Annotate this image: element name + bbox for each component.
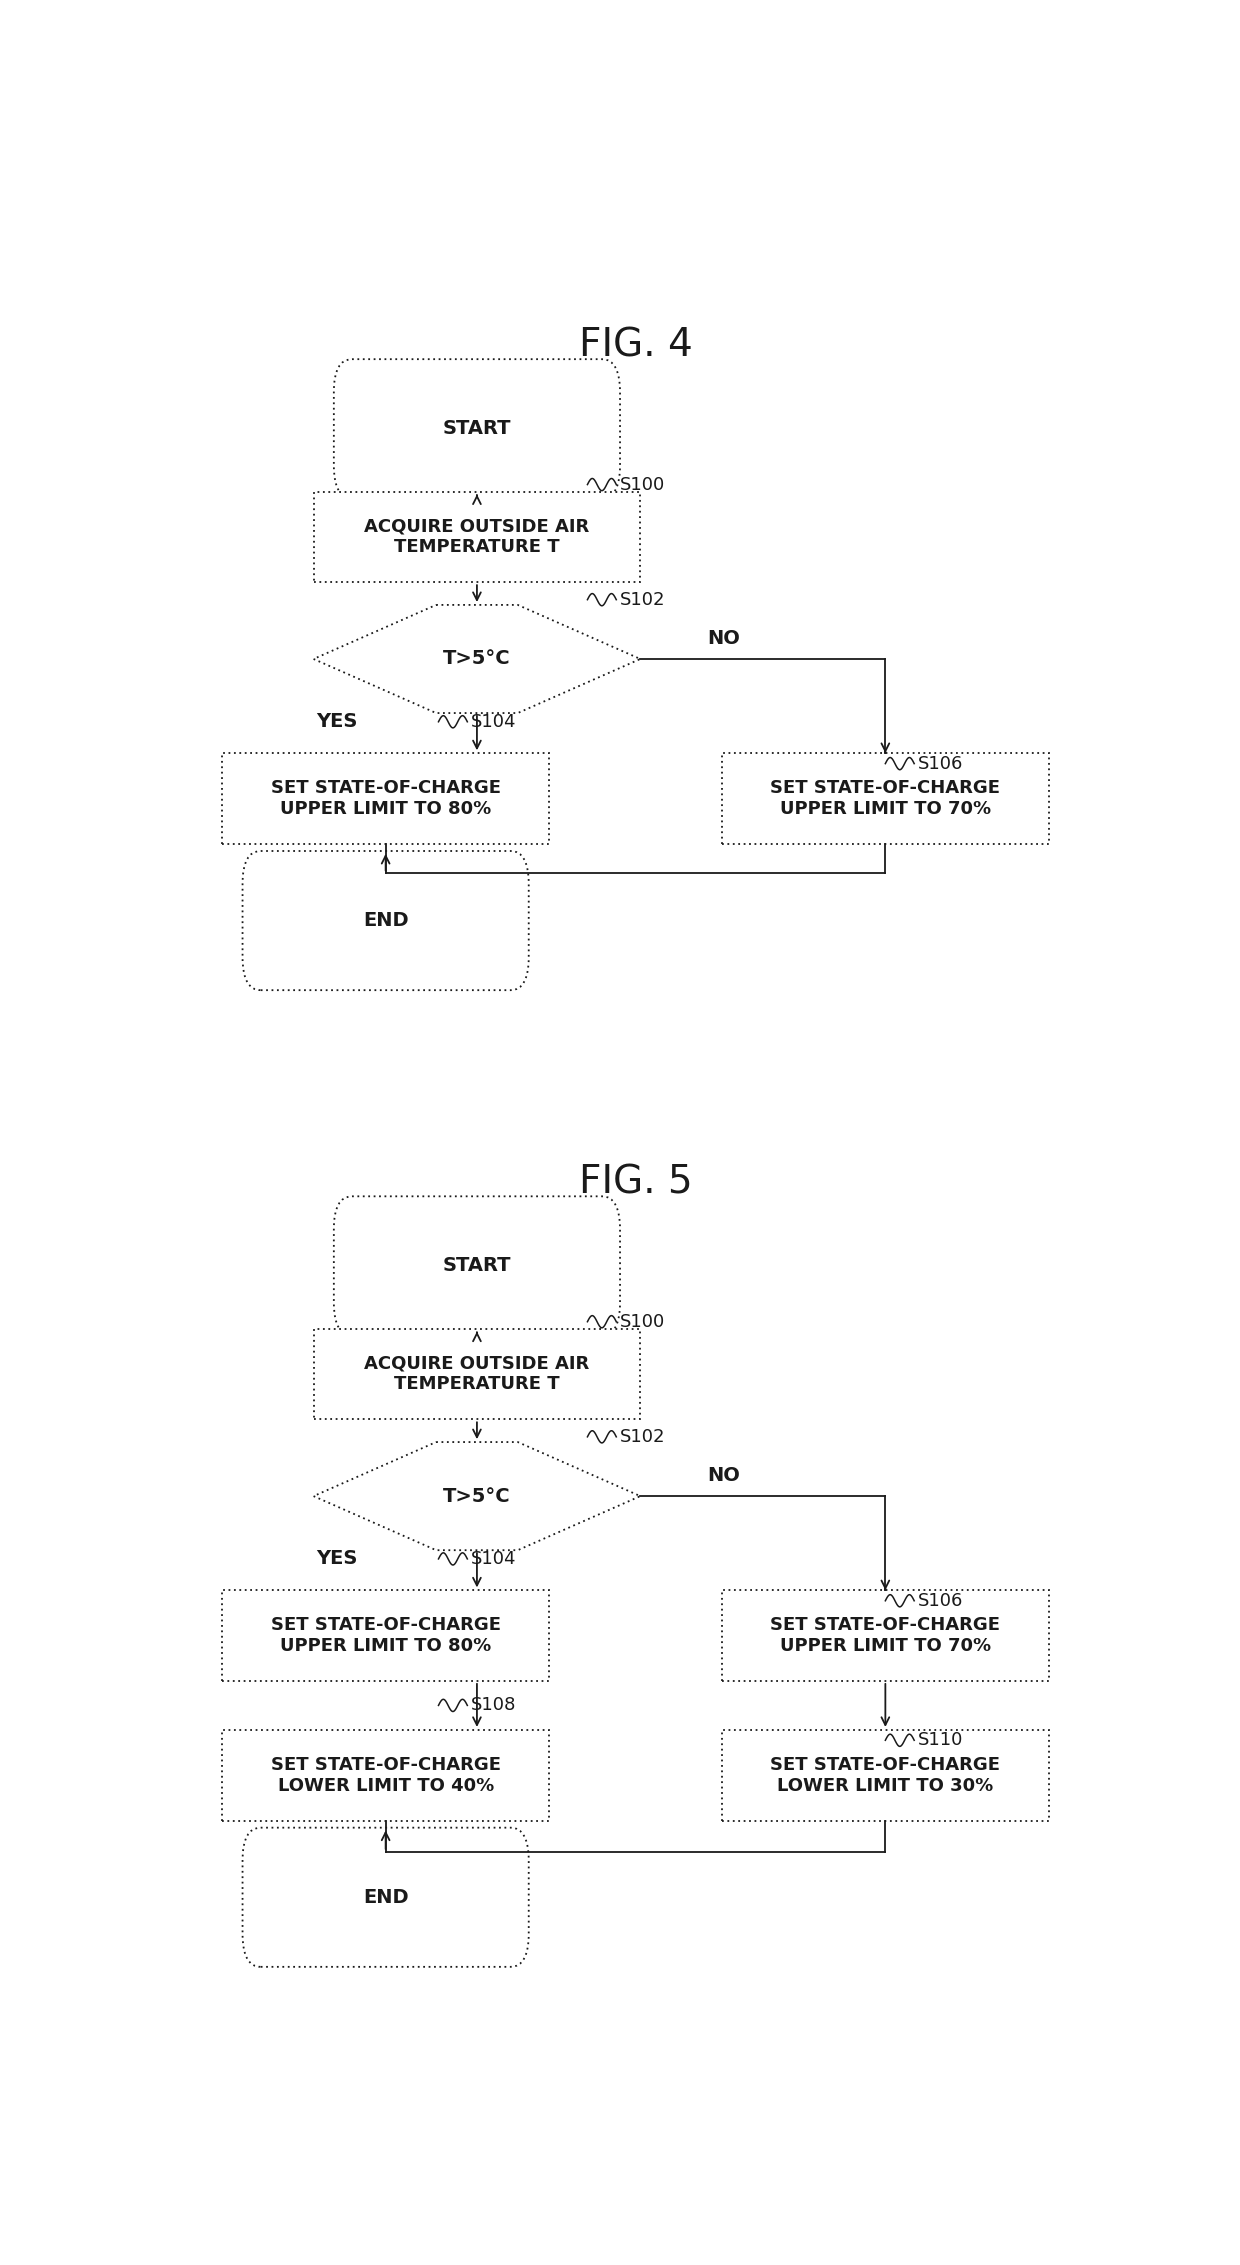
Text: S100: S100 bbox=[620, 1314, 666, 1332]
Text: NO: NO bbox=[708, 1465, 740, 1484]
Text: YES: YES bbox=[316, 711, 358, 732]
Text: S104: S104 bbox=[471, 713, 517, 732]
Bar bbox=[222, 1590, 549, 1681]
Bar bbox=[222, 1730, 549, 1821]
Text: SET STATE-OF-CHARGE
UPPER LIMIT TO 80%: SET STATE-OF-CHARGE UPPER LIMIT TO 80% bbox=[270, 1617, 501, 1656]
Bar bbox=[722, 754, 1049, 845]
FancyBboxPatch shape bbox=[243, 852, 528, 990]
Text: START: START bbox=[443, 1257, 511, 1275]
Text: SET STATE-OF-CHARGE
LOWER LIMIT TO 40%: SET STATE-OF-CHARGE LOWER LIMIT TO 40% bbox=[270, 1755, 501, 1794]
Text: T>5°C: T>5°C bbox=[443, 650, 511, 668]
Text: END: END bbox=[363, 911, 408, 931]
FancyBboxPatch shape bbox=[334, 360, 620, 498]
Text: S100: S100 bbox=[620, 476, 666, 494]
Text: S102: S102 bbox=[620, 591, 666, 609]
Text: S110: S110 bbox=[918, 1730, 963, 1749]
Text: SET STATE-OF-CHARGE
UPPER LIMIT TO 70%: SET STATE-OF-CHARGE UPPER LIMIT TO 70% bbox=[770, 1617, 1001, 1656]
Text: ACQUIRE OUTSIDE AIR
TEMPERATURE T: ACQUIRE OUTSIDE AIR TEMPERATURE T bbox=[365, 516, 589, 557]
Text: ACQUIRE OUTSIDE AIR
TEMPERATURE T: ACQUIRE OUTSIDE AIR TEMPERATURE T bbox=[365, 1354, 589, 1393]
Polygon shape bbox=[314, 1443, 640, 1549]
Text: SET STATE-OF-CHARGE
UPPER LIMIT TO 70%: SET STATE-OF-CHARGE UPPER LIMIT TO 70% bbox=[770, 779, 1001, 818]
Bar bbox=[722, 1730, 1049, 1821]
Text: S108: S108 bbox=[471, 1696, 517, 1715]
Bar bbox=[314, 492, 640, 582]
Bar bbox=[314, 1330, 640, 1420]
FancyBboxPatch shape bbox=[243, 1828, 528, 1966]
Text: FIG. 4: FIG. 4 bbox=[579, 326, 692, 365]
Text: END: END bbox=[363, 1887, 408, 1907]
Text: S106: S106 bbox=[918, 1592, 963, 1610]
Text: NO: NO bbox=[708, 630, 740, 648]
Text: S102: S102 bbox=[620, 1427, 666, 1445]
Text: YES: YES bbox=[316, 1549, 358, 1567]
Text: START: START bbox=[443, 419, 511, 437]
Bar bbox=[222, 754, 549, 845]
Text: S106: S106 bbox=[918, 754, 963, 772]
Text: FIG. 5: FIG. 5 bbox=[579, 1164, 692, 1200]
Text: T>5°C: T>5°C bbox=[443, 1486, 511, 1506]
Text: SET STATE-OF-CHARGE
UPPER LIMIT TO 80%: SET STATE-OF-CHARGE UPPER LIMIT TO 80% bbox=[270, 779, 501, 818]
Text: S104: S104 bbox=[471, 1549, 517, 1567]
Text: SET STATE-OF-CHARGE
LOWER LIMIT TO 30%: SET STATE-OF-CHARGE LOWER LIMIT TO 30% bbox=[770, 1755, 1001, 1794]
Polygon shape bbox=[314, 605, 640, 713]
Bar bbox=[722, 1590, 1049, 1681]
FancyBboxPatch shape bbox=[334, 1196, 620, 1336]
